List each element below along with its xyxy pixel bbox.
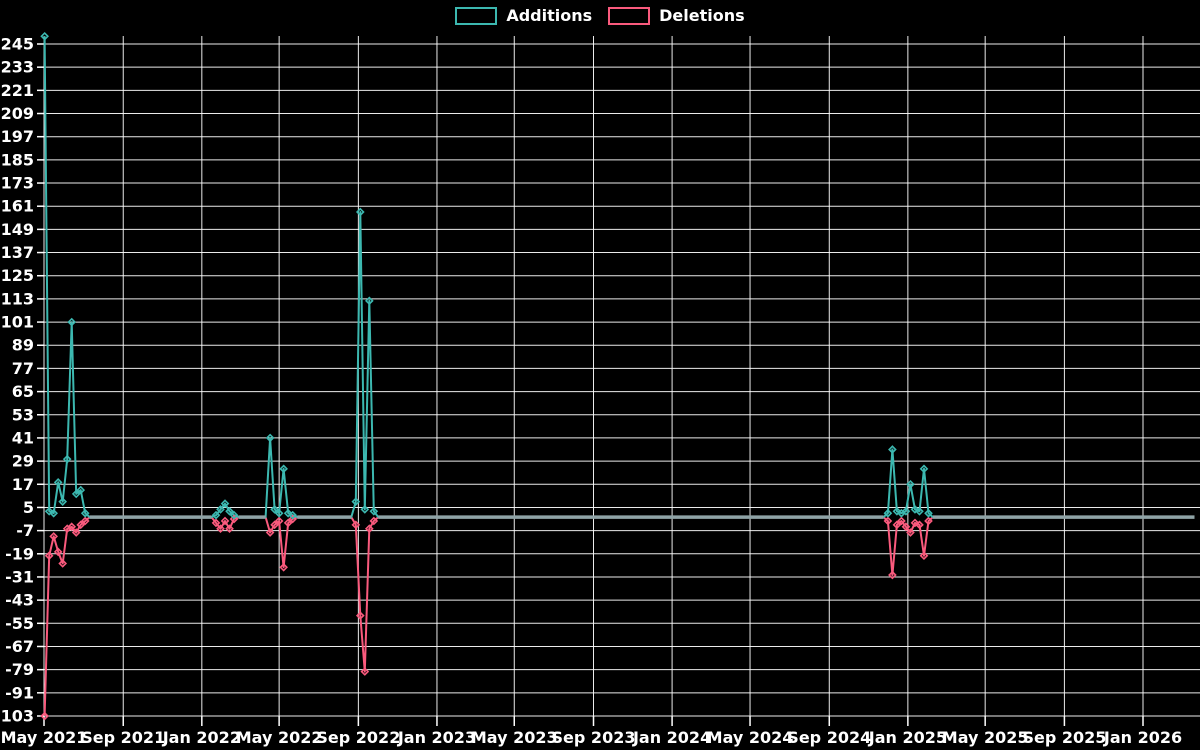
y-tick-label: -67	[5, 637, 34, 656]
x-tick-label: Sep 2024	[787, 728, 871, 747]
deletions-swatch-icon	[608, 7, 651, 25]
legend-item-deletions[interactable]: Deletions	[608, 7, 745, 25]
x-tick-label: Sep 2022	[316, 728, 400, 747]
y-tick-label: 233	[1, 58, 34, 77]
y-tick-label: 113	[1, 289, 34, 308]
y-tick-label: 221	[1, 81, 34, 100]
y-tick-label: -103	[0, 707, 34, 726]
axis-labels: 245 233 221 209 197 185 173 161 149 137 125 113 101 8…	[0, 35, 1182, 748]
y-tick-label: -79	[5, 660, 34, 679]
x-tick-label: Jan 2026	[1103, 728, 1182, 747]
y-tick-label: 5	[23, 498, 34, 517]
y-tick-label: -55	[5, 614, 34, 633]
x-tick-label: May 2022	[236, 728, 323, 747]
y-tick-label: 89	[12, 336, 34, 355]
y-tick-label: 149	[1, 220, 34, 239]
y-tick-label: 29	[12, 452, 34, 471]
y-tick-label: 173	[1, 174, 34, 193]
gridlines	[37, 36, 1200, 726]
x-tick-label: Sep 2023	[552, 728, 636, 747]
y-tick-label: 101	[1, 313, 34, 332]
series-a	[43, 36, 1195, 519]
legend-label-additions: Additions	[506, 6, 593, 25]
x-tick-label: Jan 2023	[397, 728, 476, 747]
y-tick-label: -31	[5, 567, 34, 586]
y-tick-label: 185	[1, 150, 34, 169]
y-tick-label: 125	[1, 266, 34, 285]
y-tick-label: -91	[5, 683, 34, 702]
chart-legend: Additions Deletions	[0, 7, 1200, 25]
additions-swatch-icon	[455, 7, 498, 25]
series-lines	[43, 36, 1195, 717]
x-tick-label: Sep 2025	[1022, 728, 1106, 747]
series-d	[43, 516, 1195, 717]
x-tick-label: Jan 2022	[162, 728, 241, 747]
x-tick-label: May 2025	[942, 728, 1029, 747]
y-tick-label: -43	[5, 591, 34, 610]
x-tick-label: Jan 2025	[868, 728, 947, 747]
y-tick-label: 77	[12, 359, 34, 378]
x-tick-label: Jan 2024	[632, 728, 711, 747]
y-tick-label: -7	[16, 521, 34, 540]
x-tick-label: May 2021	[1, 728, 88, 747]
x-tick-label: Sep 2021	[81, 728, 165, 747]
y-tick-label: 161	[1, 197, 34, 216]
y-tick-label: 209	[1, 104, 34, 123]
y-tick-label: 53	[12, 405, 34, 424]
legend-item-additions[interactable]: Additions	[455, 7, 592, 25]
y-tick-label: 137	[1, 243, 34, 262]
x-tick-label: May 2024	[707, 728, 794, 747]
point-markers	[40, 31, 933, 721]
y-tick-label: 17	[12, 475, 34, 494]
y-tick-label: -19	[5, 544, 34, 563]
y-tick-label: 245	[1, 35, 34, 54]
x-tick-label: May 2023	[471, 728, 558, 747]
y-tick-label: 41	[12, 428, 34, 447]
y-tick-label: 65	[12, 382, 34, 401]
legend-label-deletions: Deletions	[659, 6, 745, 25]
y-tick-label: 197	[1, 127, 34, 146]
